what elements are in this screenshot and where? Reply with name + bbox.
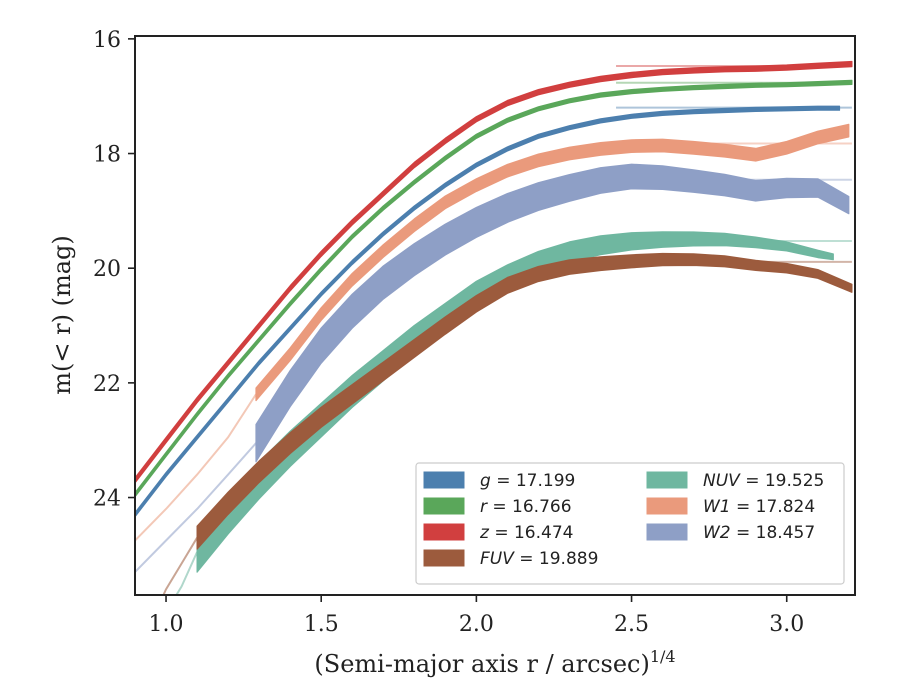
legend-swatch — [646, 471, 688, 489]
legend-swatch — [423, 497, 465, 515]
series-0-band — [135, 60, 853, 484]
y-tick-label: 22 — [93, 372, 121, 397]
series-4-band — [255, 163, 850, 463]
x-tick-label: 1.0 — [149, 612, 184, 637]
series-6-extrapolation — [162, 537, 198, 595]
legend-swatch — [423, 549, 465, 567]
y-tick-label: 16 — [93, 28, 121, 53]
x-axis-title: (Semi-major axis r / arcsec)1/4 — [314, 647, 675, 678]
x-tick-label: 1.5 — [304, 612, 339, 637]
y-tick-label: 20 — [93, 257, 121, 282]
y-tick-label: 24 — [93, 487, 121, 512]
legend-label: NUV = 19.525 — [703, 471, 824, 491]
x-tick-label: 2.0 — [459, 612, 494, 637]
legend-swatch — [646, 497, 688, 515]
y-axis-title: m(< r) (mag) — [48, 235, 76, 394]
legend-label: W2 = 18.457 — [703, 523, 815, 543]
series-1-band — [135, 79, 853, 498]
x-tick-label: 2.5 — [614, 612, 649, 637]
legend-label: FUV = 19.889 — [480, 549, 598, 569]
legend-swatch — [646, 523, 688, 541]
y-axis: 16 18 20 22 24 — [93, 28, 135, 512]
x-axis-title-exponent: 1/4 — [650, 647, 676, 666]
plot-frame — [134, 35, 856, 596]
legend-label: r = 16.766 — [480, 497, 572, 517]
legend-swatch — [423, 471, 465, 489]
x-tick-label: 3.0 — [769, 612, 804, 637]
legend-swatch — [423, 523, 465, 541]
series-3-extrapolation — [135, 393, 257, 542]
y-tick-label: 18 — [93, 143, 121, 168]
legend-label: g = 17.199 — [480, 471, 575, 491]
series-3-band — [255, 123, 850, 402]
legend-label: z = 16.474 — [479, 523, 573, 543]
series-2-band — [135, 105, 841, 518]
series-4-extrapolation — [135, 442, 257, 573]
x-axis: 1.0 1.5 2.0 2.5 3.0 — [149, 595, 804, 637]
legend: g = 17.199 r = 16.766 z = 16.474 FUV = 19.8… — [415, 462, 845, 585]
legend-frame — [415, 462, 845, 585]
legend-label: W1 = 17.824 — [703, 497, 815, 517]
series-5-extrapolation — [175, 551, 199, 595]
series-6-band — [196, 252, 853, 550]
chart-curves — [135, 60, 853, 595]
